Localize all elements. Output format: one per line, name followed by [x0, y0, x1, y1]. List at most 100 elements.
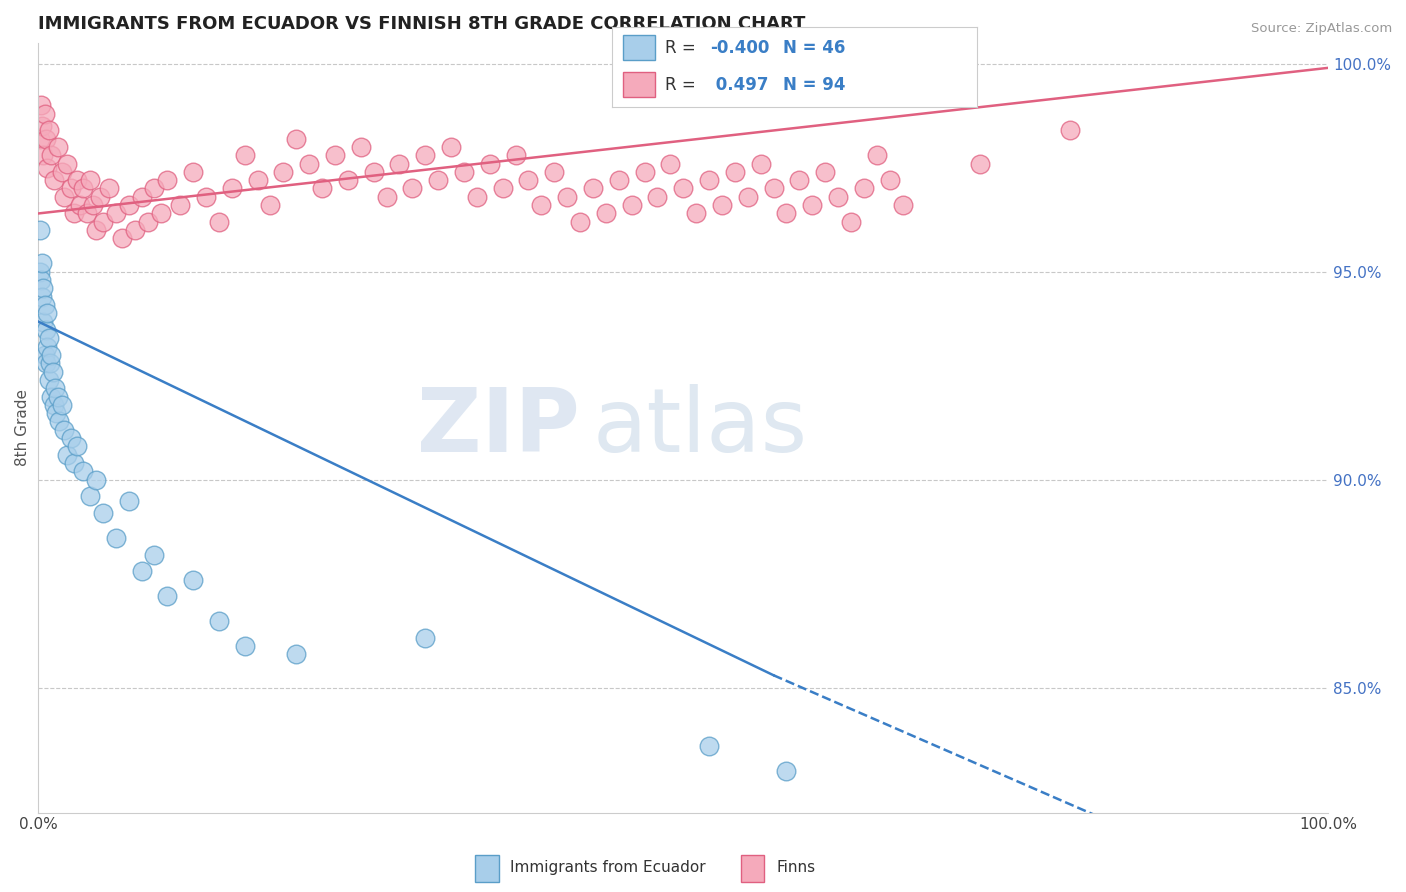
- Point: [55, 156, 77, 170]
- Point: [595, 206, 617, 220]
- Text: 0.497: 0.497: [710, 76, 769, 94]
- Point: [31, 256, 53, 270]
- Point: [38, 331, 60, 345]
- Point: [32, 315, 55, 329]
- Point: [259, 198, 281, 212]
- Text: Finns: Finns: [776, 860, 815, 875]
- Point: [39, 348, 62, 362]
- Text: Source: ZipAtlas.com: Source: ZipAtlas.com: [1251, 22, 1392, 36]
- Bar: [741, 855, 765, 881]
- Point: [827, 190, 849, 204]
- Point: [69, 198, 91, 212]
- Point: [607, 173, 630, 187]
- Point: [31, 290, 53, 304]
- Point: [440, 140, 463, 154]
- Point: [505, 148, 527, 162]
- Point: [149, 206, 172, 220]
- Point: [285, 131, 308, 145]
- Point: [55, 448, 77, 462]
- Point: [79, 489, 101, 503]
- Point: [72, 181, 94, 195]
- Point: [789, 173, 811, 187]
- Point: [31, 119, 53, 133]
- Point: [413, 148, 436, 162]
- Point: [38, 123, 60, 137]
- Point: [63, 206, 86, 220]
- Point: [181, 165, 204, 179]
- Point: [388, 156, 411, 170]
- Point: [35, 131, 58, 145]
- Point: [169, 198, 191, 212]
- Point: [39, 390, 62, 404]
- Point: [30, 273, 52, 287]
- Point: [51, 165, 73, 179]
- Point: [208, 614, 231, 628]
- Point: [34, 106, 56, 120]
- Text: N = 46: N = 46: [783, 38, 846, 56]
- Point: [273, 165, 295, 179]
- Point: [685, 206, 707, 220]
- Point: [233, 148, 256, 162]
- Point: [91, 506, 114, 520]
- Point: [156, 589, 179, 603]
- Point: [181, 573, 204, 587]
- Point: [1059, 123, 1081, 137]
- Point: [143, 548, 166, 562]
- Point: [555, 190, 578, 204]
- Point: [749, 156, 772, 170]
- Point: [34, 348, 56, 362]
- Point: [569, 215, 592, 229]
- Point: [710, 198, 733, 212]
- Text: atlas: atlas: [593, 384, 808, 471]
- Point: [659, 156, 682, 170]
- Point: [814, 165, 837, 179]
- Bar: [623, 35, 655, 61]
- Point: [363, 165, 385, 179]
- Point: [620, 198, 643, 212]
- Point: [41, 365, 63, 379]
- Point: [136, 215, 159, 229]
- Text: R =: R =: [665, 38, 700, 56]
- Text: N = 94: N = 94: [783, 76, 846, 94]
- Point: [195, 190, 218, 204]
- Point: [117, 493, 139, 508]
- Point: [221, 181, 243, 195]
- Point: [51, 398, 73, 412]
- Point: [453, 165, 475, 179]
- Point: [28, 131, 51, 145]
- Point: [66, 439, 89, 453]
- Point: [208, 215, 231, 229]
- Point: [647, 190, 669, 204]
- Point: [891, 198, 914, 212]
- Point: [124, 223, 146, 237]
- Point: [104, 206, 127, 220]
- Point: [76, 206, 98, 220]
- Point: [63, 456, 86, 470]
- Point: [336, 173, 359, 187]
- Point: [53, 423, 76, 437]
- Point: [42, 173, 65, 187]
- Point: [59, 181, 82, 195]
- Point: [131, 564, 153, 578]
- Point: [413, 631, 436, 645]
- Point: [762, 181, 785, 195]
- Point: [801, 198, 824, 212]
- Point: [89, 190, 111, 204]
- Point: [350, 140, 373, 154]
- Point: [82, 198, 104, 212]
- Point: [91, 215, 114, 229]
- Point: [775, 206, 797, 220]
- Point: [48, 415, 70, 429]
- Point: [633, 165, 655, 179]
- Point: [44, 381, 66, 395]
- Point: [42, 398, 65, 412]
- Point: [775, 764, 797, 778]
- Point: [32, 281, 55, 295]
- Point: [724, 165, 747, 179]
- Point: [492, 181, 515, 195]
- Text: IMMIGRANTS FROM ECUADOR VS FINNISH 8TH GRADE CORRELATION CHART: IMMIGRANTS FROM ECUADOR VS FINNISH 8TH G…: [38, 15, 806, 33]
- Point: [104, 531, 127, 545]
- Point: [969, 156, 991, 170]
- Point: [46, 140, 69, 154]
- Point: [37, 161, 59, 175]
